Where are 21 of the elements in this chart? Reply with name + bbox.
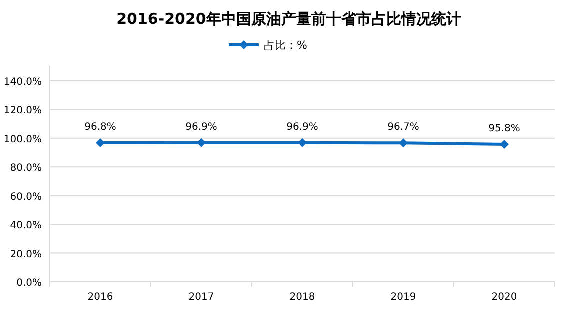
y-tick-label: 60.0%	[10, 192, 42, 203]
y-tick-label: 140.0%	[4, 77, 42, 88]
y-tick-label: 20.0%	[10, 249, 42, 260]
x-tick-label: 2020	[492, 292, 518, 303]
data-label: 96.9%	[286, 122, 318, 133]
chart-title: 2016-2020年中国原油产量前十省市占比情况统计	[116, 10, 462, 28]
data-label: 95.8%	[488, 123, 520, 134]
x-tick-label: 2019	[390, 292, 416, 303]
y-tick-label: 40.0%	[10, 220, 42, 232]
x-tick-label: 2016	[88, 292, 114, 303]
y-tick-label: 120.0%	[4, 106, 42, 117]
data-label: 96.8%	[84, 122, 116, 134]
y-tick-label: 0.0%	[16, 278, 42, 289]
y-tick-label: 100.0%	[4, 134, 42, 146]
x-tick-label: 2018	[290, 292, 316, 303]
legend-label: 占比：%	[264, 39, 308, 52]
legend: 占比：%	[229, 39, 308, 52]
data-label: 96.9%	[186, 122, 218, 133]
y-tick-label: 80.0%	[10, 163, 42, 174]
x-tick-label: 2017	[188, 292, 214, 303]
data-label: 96.7%	[388, 122, 420, 134]
